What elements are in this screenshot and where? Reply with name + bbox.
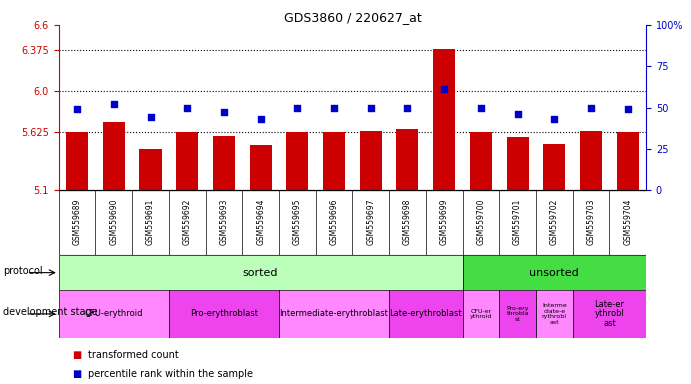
Point xyxy=(72,106,83,112)
Bar xyxy=(397,129,419,190)
Bar xyxy=(66,132,88,190)
Bar xyxy=(573,290,646,338)
Text: GSM559696: GSM559696 xyxy=(330,198,339,245)
Text: GSM559691: GSM559691 xyxy=(146,198,155,245)
Text: development stage: development stage xyxy=(3,307,98,317)
Bar xyxy=(499,290,536,338)
Text: GSM559689: GSM559689 xyxy=(73,198,82,245)
Text: GSM559698: GSM559698 xyxy=(403,198,412,245)
Text: Intermediate-erythroblast: Intermediate-erythroblast xyxy=(280,310,388,318)
Text: GSM559703: GSM559703 xyxy=(587,198,596,245)
Text: ■: ■ xyxy=(73,350,82,360)
Bar xyxy=(462,255,646,290)
Text: unsorted: unsorted xyxy=(529,268,579,278)
Bar xyxy=(536,290,573,338)
Point xyxy=(475,104,486,111)
Text: Late-er
ythrobl
ast: Late-er ythrobl ast xyxy=(594,300,625,328)
Point xyxy=(549,116,560,122)
Point xyxy=(366,104,377,111)
Bar xyxy=(580,131,602,190)
Text: protocol: protocol xyxy=(3,266,43,276)
Bar xyxy=(176,132,198,190)
Text: GSM559693: GSM559693 xyxy=(220,198,229,245)
Text: CFU-er
ythroid: CFU-er ythroid xyxy=(470,309,492,319)
Bar xyxy=(140,149,162,190)
Point xyxy=(585,104,596,111)
Point xyxy=(108,101,120,107)
Bar xyxy=(249,145,272,190)
Text: GSM559702: GSM559702 xyxy=(550,198,559,245)
Bar xyxy=(433,49,455,190)
Point xyxy=(182,104,193,111)
Text: transformed count: transformed count xyxy=(88,350,178,360)
Bar xyxy=(543,144,565,190)
Point xyxy=(218,109,229,116)
Text: Pro-erythroblast: Pro-erythroblast xyxy=(190,310,258,318)
Bar xyxy=(323,132,345,190)
Point xyxy=(402,104,413,111)
Bar xyxy=(213,136,235,190)
Text: GSM559704: GSM559704 xyxy=(623,198,632,245)
Bar xyxy=(169,290,279,338)
Bar xyxy=(279,290,389,338)
Text: GSM559700: GSM559700 xyxy=(476,198,485,245)
Bar xyxy=(360,131,381,190)
Bar xyxy=(286,132,308,190)
Bar xyxy=(389,290,462,338)
Point xyxy=(328,104,339,111)
Bar xyxy=(470,132,492,190)
Point xyxy=(255,116,266,122)
Point xyxy=(512,111,523,117)
Text: GSM559699: GSM559699 xyxy=(439,198,448,245)
Text: ■: ■ xyxy=(73,369,82,379)
Text: CFU-erythroid: CFU-erythroid xyxy=(84,310,143,318)
Bar xyxy=(462,290,499,338)
Text: Pro-ery
throbla
st: Pro-ery throbla st xyxy=(507,306,529,322)
Text: percentile rank within the sample: percentile rank within the sample xyxy=(88,369,253,379)
Point xyxy=(439,86,450,93)
Text: sorted: sorted xyxy=(243,268,278,278)
Bar xyxy=(507,137,529,190)
Text: Interme
diate-e
rythrobl
ast: Interme diate-e rythrobl ast xyxy=(542,303,567,324)
Point xyxy=(622,106,633,112)
Point xyxy=(145,114,156,121)
Text: GSM559701: GSM559701 xyxy=(513,198,522,245)
Text: GSM559692: GSM559692 xyxy=(182,198,191,245)
Text: GSM559697: GSM559697 xyxy=(366,198,375,245)
Bar xyxy=(59,290,169,338)
Text: GSM559694: GSM559694 xyxy=(256,198,265,245)
Bar xyxy=(616,132,638,190)
Bar xyxy=(59,255,462,290)
Text: GSM559695: GSM559695 xyxy=(293,198,302,245)
Bar xyxy=(103,122,125,190)
Text: GSM559690: GSM559690 xyxy=(109,198,118,245)
Title: GDS3860 / 220627_at: GDS3860 / 220627_at xyxy=(283,11,422,24)
Point xyxy=(292,104,303,111)
Text: Late-erythroblast: Late-erythroblast xyxy=(390,310,462,318)
